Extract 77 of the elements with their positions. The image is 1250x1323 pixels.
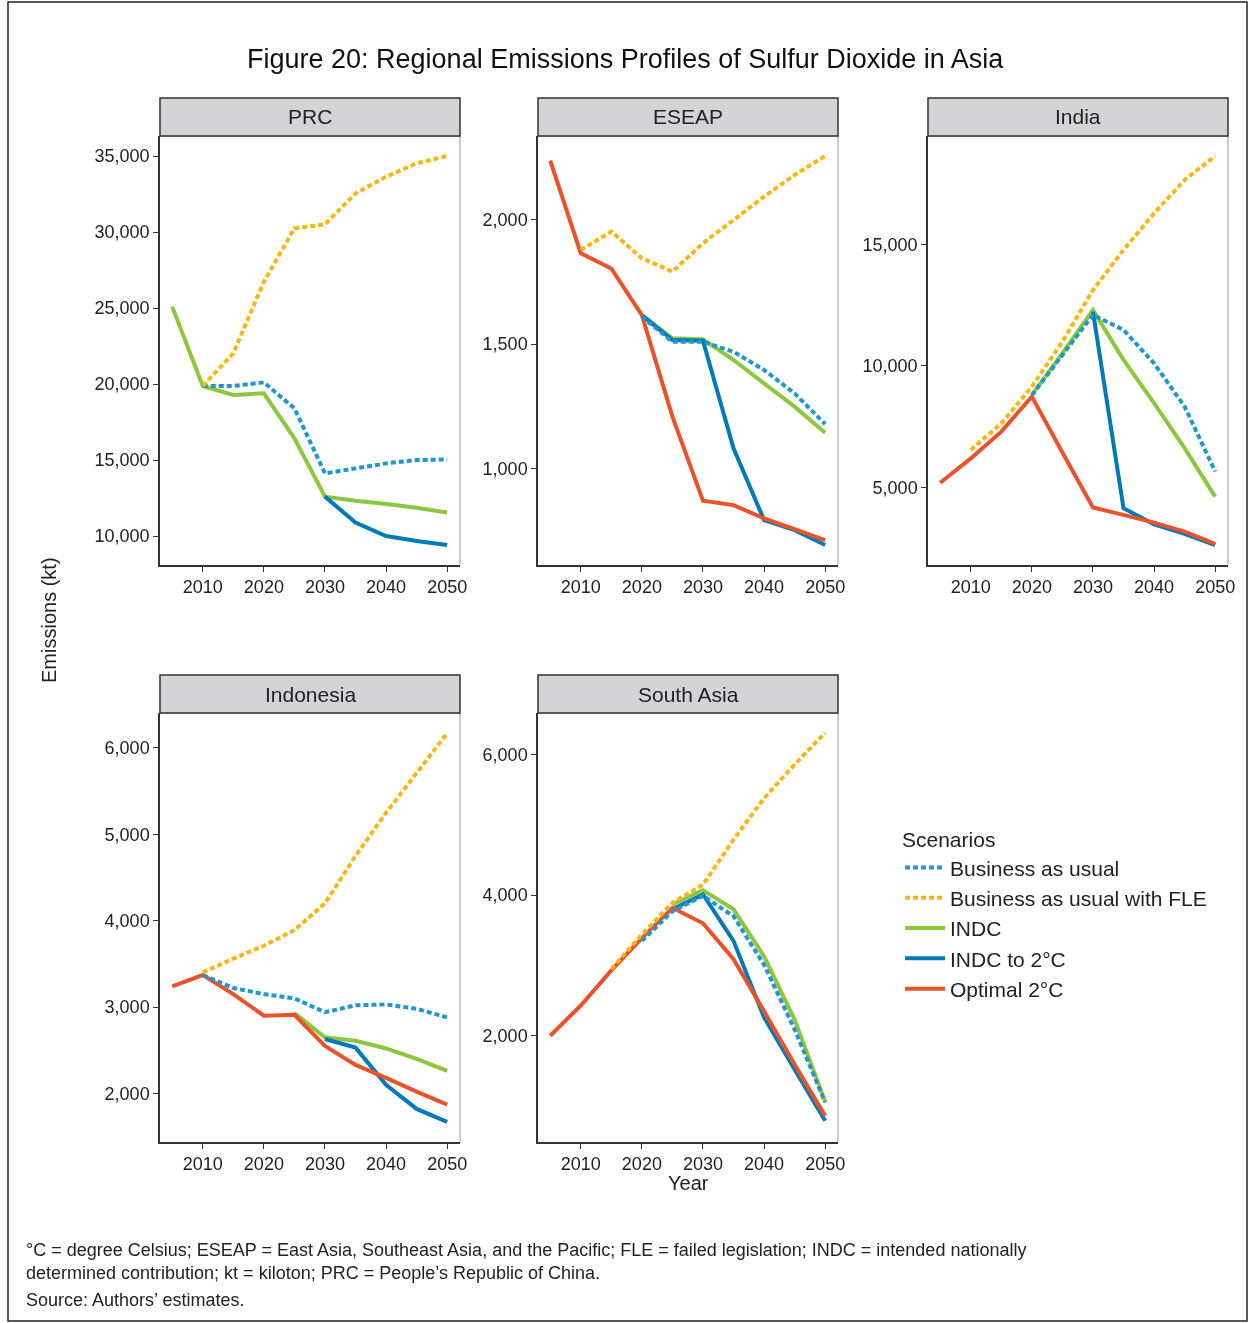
- x-tick-label: 2010: [950, 577, 991, 598]
- x-tick-label: 2020: [243, 1154, 284, 1175]
- chart-subtitle: ESEAP: [653, 105, 724, 128]
- x-tick-label: 2020: [1011, 577, 1052, 598]
- x-tick-label: 2040: [366, 1154, 407, 1175]
- x-tick-label: 2030: [304, 577, 345, 598]
- line-series: [292, 1011, 450, 1073]
- x-tick-label: 2020: [621, 1154, 662, 1175]
- x-axis-title: Year: [668, 1172, 709, 1194]
- y-tick-label: 10,000: [94, 526, 150, 547]
- y-tick-label: 2,000: [482, 1026, 528, 1047]
- y-tick-label: 2,000: [482, 209, 528, 230]
- y-tick-label: 15,000: [862, 234, 918, 255]
- y-tick-label: 5,000: [104, 824, 150, 845]
- x-tick-label: 2050: [805, 1154, 846, 1175]
- x-tick-label: 2010: [560, 577, 601, 598]
- source-note: Source: Authors’ estimates.: [26, 1290, 245, 1310]
- y-tick-label: 4,000: [482, 885, 528, 906]
- x-tick-label: 2040: [1134, 577, 1175, 598]
- x-tick-label: 2040: [744, 1154, 785, 1175]
- legend-label: Optimal 2°C: [950, 977, 1064, 1001]
- legend-label: Business as usual with FLE: [950, 886, 1207, 910]
- x-tick-label: 2010: [560, 1154, 601, 1175]
- x-tick-label: 2030: [304, 1154, 345, 1175]
- line-series: [200, 973, 450, 1020]
- line-series: [170, 973, 450, 1107]
- y-tick-label: 2,000: [104, 1083, 150, 1104]
- x-tick-label: 2020: [621, 577, 662, 598]
- y-axis-title: Emissions (kt): [38, 557, 60, 683]
- legend-label: INDC: [950, 917, 1002, 941]
- y-tick-label: 6,000: [104, 738, 150, 759]
- line-series: [639, 893, 828, 1105]
- line-series: [578, 153, 828, 274]
- x-tick-label: 2010: [182, 577, 223, 598]
- y-tick-label: 4,000: [104, 910, 150, 931]
- y-tick-label: 1,000: [482, 459, 528, 480]
- x-tick-label: 2050: [1195, 577, 1236, 598]
- line-series: [1029, 312, 1218, 474]
- y-tick-label: 5,000: [872, 477, 918, 498]
- x-tick-label: 2020: [243, 577, 284, 598]
- x-tick-label: 2050: [427, 1154, 468, 1175]
- y-tick-label: 30,000: [94, 222, 150, 243]
- y-tick-label: 6,000: [482, 744, 528, 765]
- line-series: [200, 731, 450, 975]
- y-tick-label: 20,000: [94, 374, 150, 395]
- chart-subtitle: PRC: [288, 105, 333, 128]
- y-tick-label: 15,000: [94, 450, 150, 471]
- line-series: [968, 153, 1218, 452]
- x-tick-label: 2030: [682, 577, 723, 598]
- line-series: [548, 158, 828, 543]
- x-tick-label: 2030: [1072, 577, 1113, 598]
- y-tick-label: 10,000: [862, 356, 918, 377]
- y-tick-label: 35,000: [94, 146, 150, 167]
- line-series: [548, 905, 828, 1118]
- x-tick-label: 2010: [182, 1154, 223, 1175]
- chart-subtitle: Indonesia: [265, 683, 357, 706]
- y-tick-label: 25,000: [94, 298, 150, 319]
- legend-label: Business as usual: [950, 856, 1120, 880]
- x-tick-label: 2030: [682, 1154, 723, 1175]
- chart-subtitle: India: [1055, 105, 1101, 128]
- text: Figure 20: Regional Emissions Profiles of Sulfur Dioxide in Asia: [247, 44, 1005, 74]
- line-series: [322, 494, 450, 547]
- x-tick-label: 2050: [427, 577, 468, 598]
- line-series: [200, 154, 450, 388]
- text: °C = degree Celsius; ESEAP = East Asia, Southeast Asia, and the Pacific; FLE = failed legislation; INDC = intended nationally determined contribution; kt = kiloton; PRC = People’s Republic of China.: [26, 1240, 1027, 1284]
- chart-subtitle: South Asia: [638, 683, 739, 706]
- legend-title: Scenarios: [902, 828, 996, 852]
- line-series: [609, 730, 828, 971]
- line-series: [170, 304, 450, 515]
- x-tick-label: 2040: [366, 577, 407, 598]
- line-series: [938, 394, 1218, 546]
- y-tick-label: 3,000: [104, 997, 150, 1018]
- legend-label: INDC to 2°C: [950, 947, 1066, 971]
- x-tick-label: 2050: [805, 577, 846, 598]
- y-tick-label: 1,500: [482, 334, 528, 355]
- line-series: [322, 1036, 450, 1124]
- x-tick-label: 2040: [744, 577, 785, 598]
